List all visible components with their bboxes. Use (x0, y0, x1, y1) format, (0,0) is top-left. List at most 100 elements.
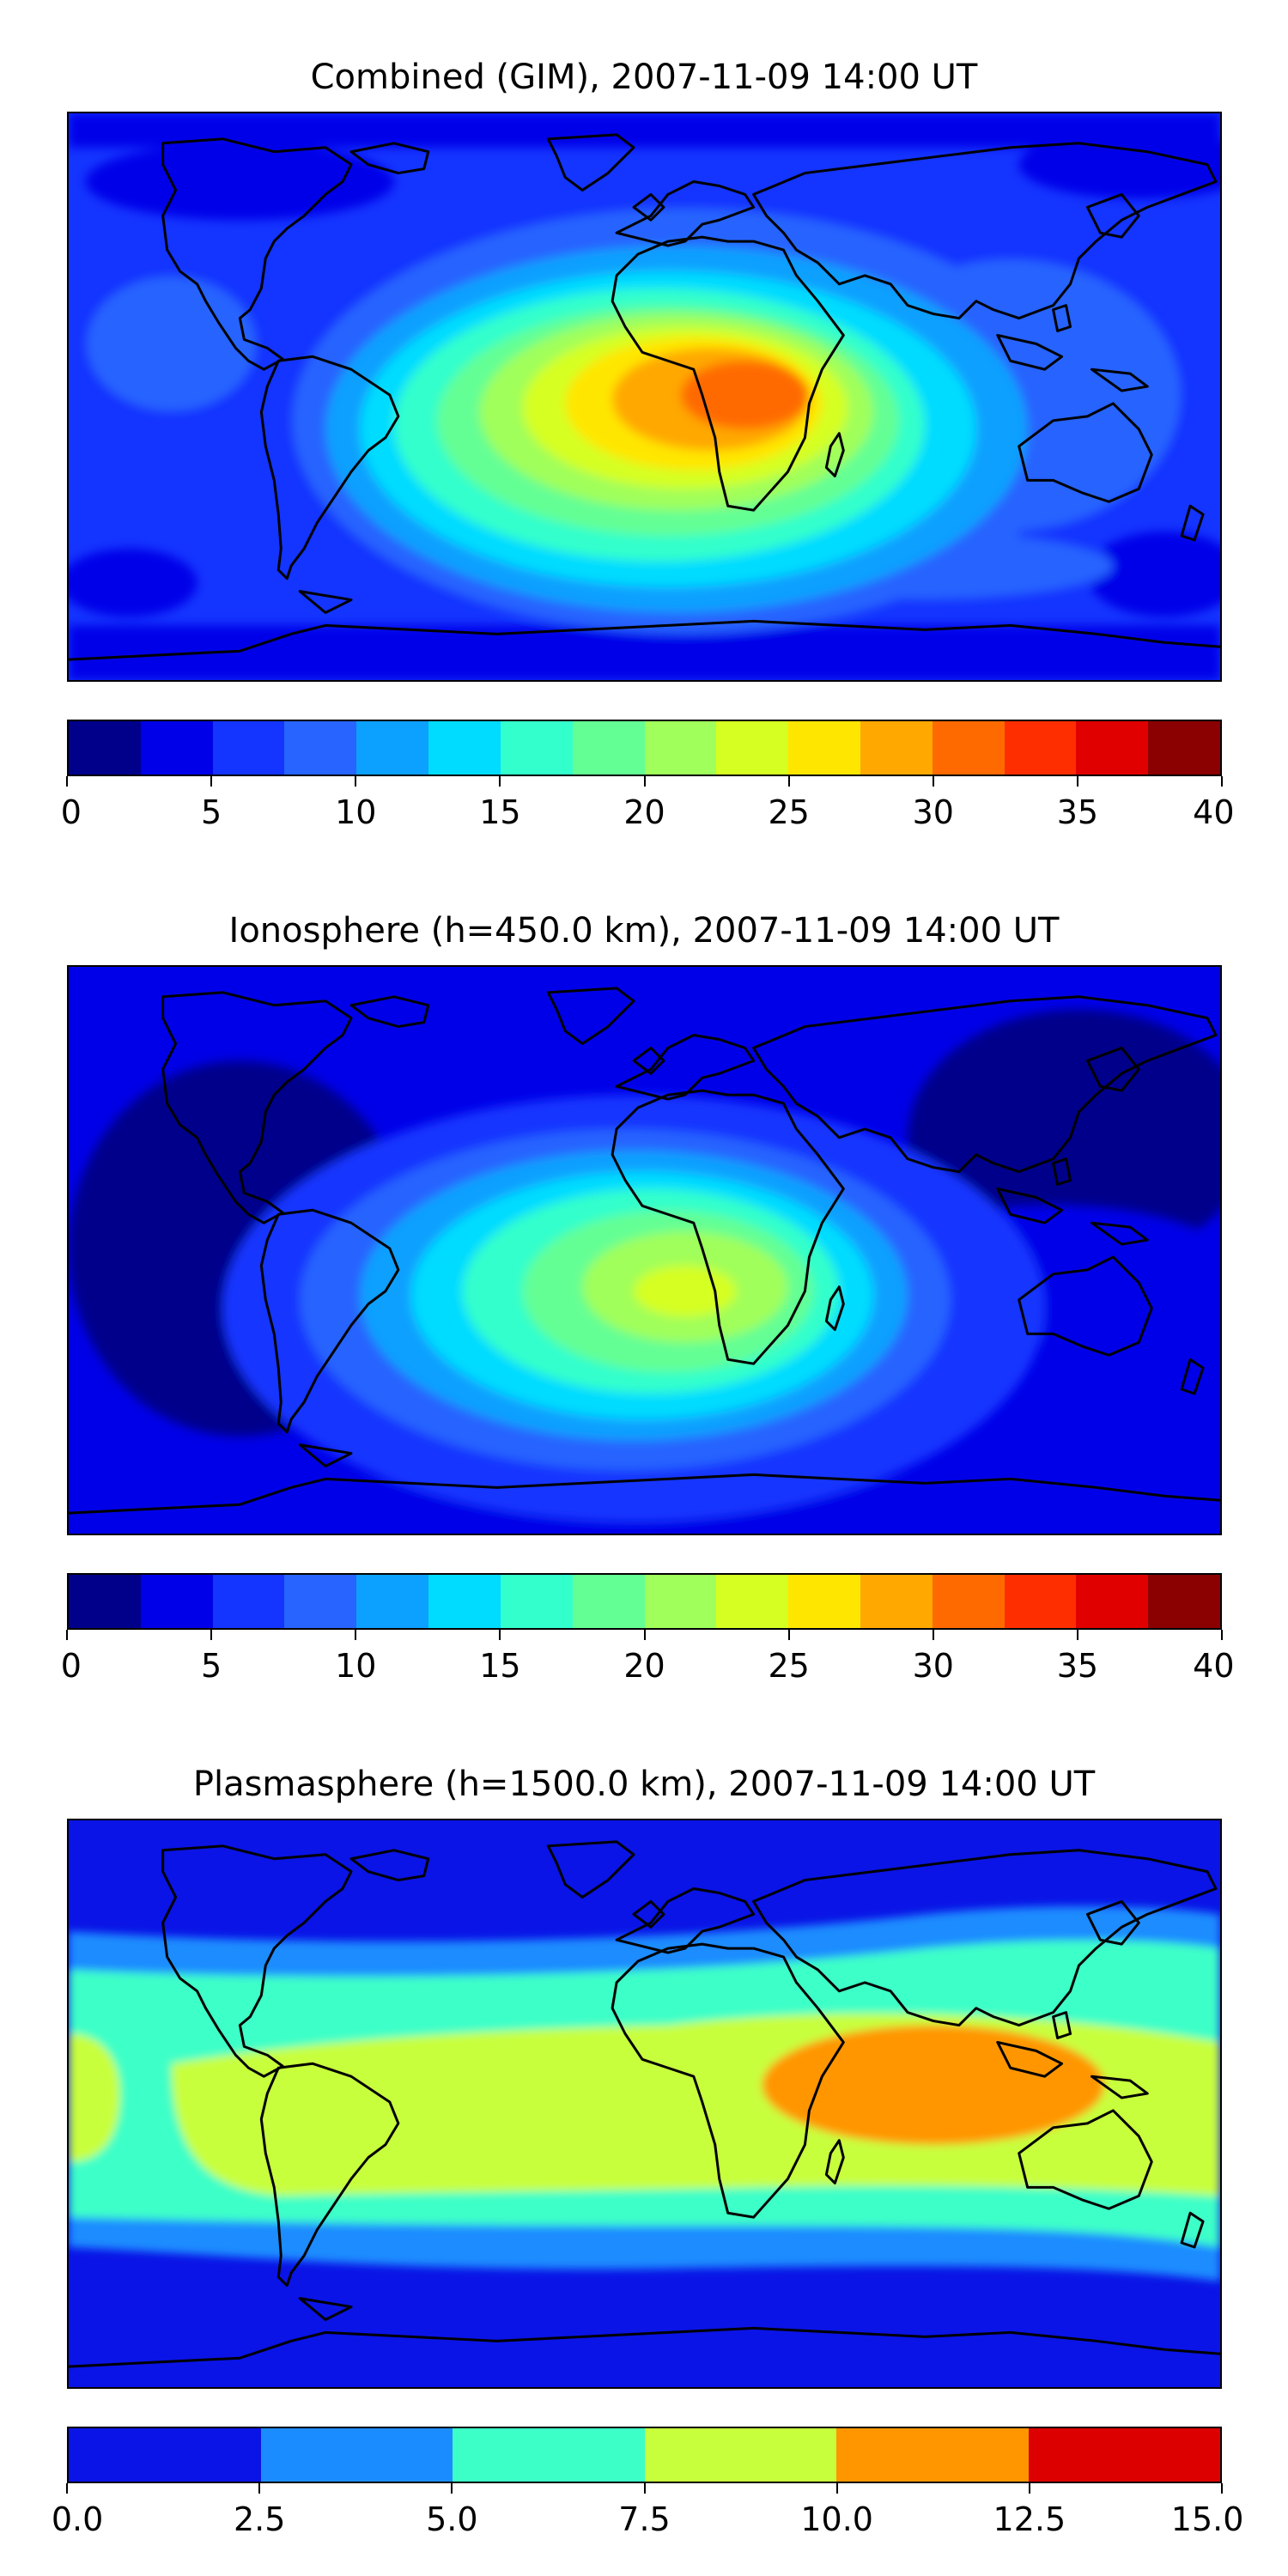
colorbar-tick-label: 35 (1056, 1647, 1099, 1685)
colorbar-tick (66, 1630, 68, 1640)
colorbar-tick (643, 1630, 646, 1640)
colorbar-segment (932, 721, 1005, 775)
colorbar-tick (932, 1630, 934, 1640)
map-plasmasphere (67, 1819, 1222, 2389)
colorbar-segment (69, 721, 141, 775)
colorbar-segment (1004, 1575, 1077, 1628)
map-combined (67, 112, 1222, 682)
colorbar-segment (140, 1575, 213, 1628)
colorbar-segment (836, 2428, 1029, 2482)
colorbar-tick-label: 0 (60, 793, 82, 831)
colorbar-tick-label: 35 (1056, 793, 1099, 831)
colorbar-tick-label: 5 (201, 1647, 222, 1685)
colorbar-segment (500, 1575, 573, 1628)
colorbar-tick-label: 40 (1193, 793, 1235, 831)
colorbar-tick (787, 1630, 790, 1640)
colorbar-segment (284, 1575, 357, 1628)
colorbar-tick-label: 25 (768, 793, 810, 831)
colorbar-tick-label: 10 (335, 793, 377, 831)
colorbar-segment (716, 721, 789, 775)
colorbar-segment (716, 1575, 789, 1628)
colorbar-segment (284, 721, 357, 775)
colorbar-segment (1004, 721, 1077, 775)
colorbar-tick-label: 15 (479, 793, 521, 831)
colorbar-plasmasphere: 0.0 2.5 5.0 7.5 10.0 12.5 15.0 (52, 2427, 1243, 2538)
map-ionosphere (67, 965, 1222, 1535)
panel-title: Combined (GIM), 2007-11-09 14:00 UT (310, 58, 978, 97)
colorbar-segment (428, 1575, 501, 1628)
colorbar-tick-label: 10.0 (800, 2500, 873, 2538)
colorbar-tick (1076, 1630, 1078, 1640)
colorbar-segment (644, 2428, 836, 2482)
colorbar-tick-label: 30 (912, 793, 954, 831)
colorbar-segment (572, 721, 645, 775)
colorbar-tick (355, 1630, 357, 1640)
colorbar-tick (258, 2483, 261, 2494)
panel-title: Ionosphere (h=450.0 km), 2007-11-09 14:0… (228, 911, 1060, 951)
colorbar-tick (499, 1630, 501, 1640)
colorbar-tick (1076, 776, 1078, 787)
colorbar-segment (860, 721, 933, 775)
colorbar-segment (1076, 721, 1149, 775)
colorbar-tick-label: 0.0 (51, 2500, 104, 2538)
colorbar-segment (1076, 1575, 1149, 1628)
colorbar-tick-label: 5 (201, 793, 222, 831)
colorbar-segment (932, 1575, 1005, 1628)
colorbar-segment (69, 2428, 261, 2482)
colorbar-tick (1028, 2483, 1030, 2494)
colorbar-tick (451, 2483, 453, 2494)
colorbar-segment (788, 721, 860, 775)
colorbar-tick-label: 0 (60, 1647, 82, 1685)
colorbar-segment (428, 721, 501, 775)
colorbar-tick (835, 2483, 838, 2494)
colorbar-tick (787, 776, 790, 787)
colorbar-segment (212, 1575, 285, 1628)
colorbar-tick-label: 20 (623, 793, 665, 831)
colorbar-segment (1148, 1575, 1220, 1628)
colorbar-ionosphere: 0 5 10 15 20 25 30 35 40 (61, 1573, 1235, 1685)
colorbar-tick-label: 25 (768, 1647, 810, 1685)
colorbar-tick-label: 15.0 (1170, 2500, 1244, 2538)
colorbar-tick (1221, 1630, 1223, 1640)
colorbar-tick (1221, 2483, 1223, 2494)
colorbar-tick-label: 7.5 (618, 2500, 671, 2538)
colorbar-tick (210, 776, 213, 787)
colorbar-tick-label: 40 (1193, 1647, 1235, 1685)
colorbar-segment (644, 721, 717, 775)
colorbar-segment (69, 1575, 141, 1628)
colorbar-segment (140, 721, 213, 775)
colorbar-tick-label: 30 (912, 1647, 954, 1685)
colorbar-gradient (67, 2427, 1222, 2483)
colorbar-segment (356, 1575, 429, 1628)
colorbar-tick-label: 10 (335, 1647, 377, 1685)
colorbar-tick-label: 12.5 (993, 2500, 1066, 2538)
colorbar-tick (210, 1630, 213, 1640)
colorbar-segment (788, 1575, 860, 1628)
colorbar-tick-label: 2.5 (233, 2500, 286, 2538)
colorbar-segment (572, 1575, 645, 1628)
colorbar-tick (932, 776, 934, 787)
colorbar-tick-label: 20 (623, 1647, 665, 1685)
panel-title: Plasmasphere (h=1500.0 km), 2007-11-09 1… (192, 1765, 1096, 1804)
colorbar-tick (1221, 776, 1223, 787)
colorbar-gradient (67, 720, 1222, 776)
colorbar-tick (355, 776, 357, 787)
colorbar-tick (499, 776, 501, 787)
colorbar-tick (66, 776, 68, 787)
colorbar-segment (356, 721, 429, 775)
colorbar-gradient (67, 1573, 1222, 1630)
colorbar-combined: 0 5 10 15 20 25 30 35 40 (61, 720, 1235, 831)
colorbar-segment (260, 2428, 453, 2482)
colorbar-tick-label: 5.0 (426, 2500, 478, 2538)
colorbar-segment (500, 721, 573, 775)
colorbar-segment (1028, 2428, 1220, 2482)
colorbar-tick (643, 2483, 646, 2494)
colorbar-segment (644, 1575, 717, 1628)
colorbar-tick (66, 2483, 68, 2494)
colorbar-segment (212, 721, 285, 775)
colorbar-segment (453, 2428, 645, 2482)
colorbar-segment (860, 1575, 933, 1628)
colorbar-tick (643, 776, 646, 787)
colorbar-segment (1148, 721, 1220, 775)
colorbar-tick-label: 15 (479, 1647, 521, 1685)
